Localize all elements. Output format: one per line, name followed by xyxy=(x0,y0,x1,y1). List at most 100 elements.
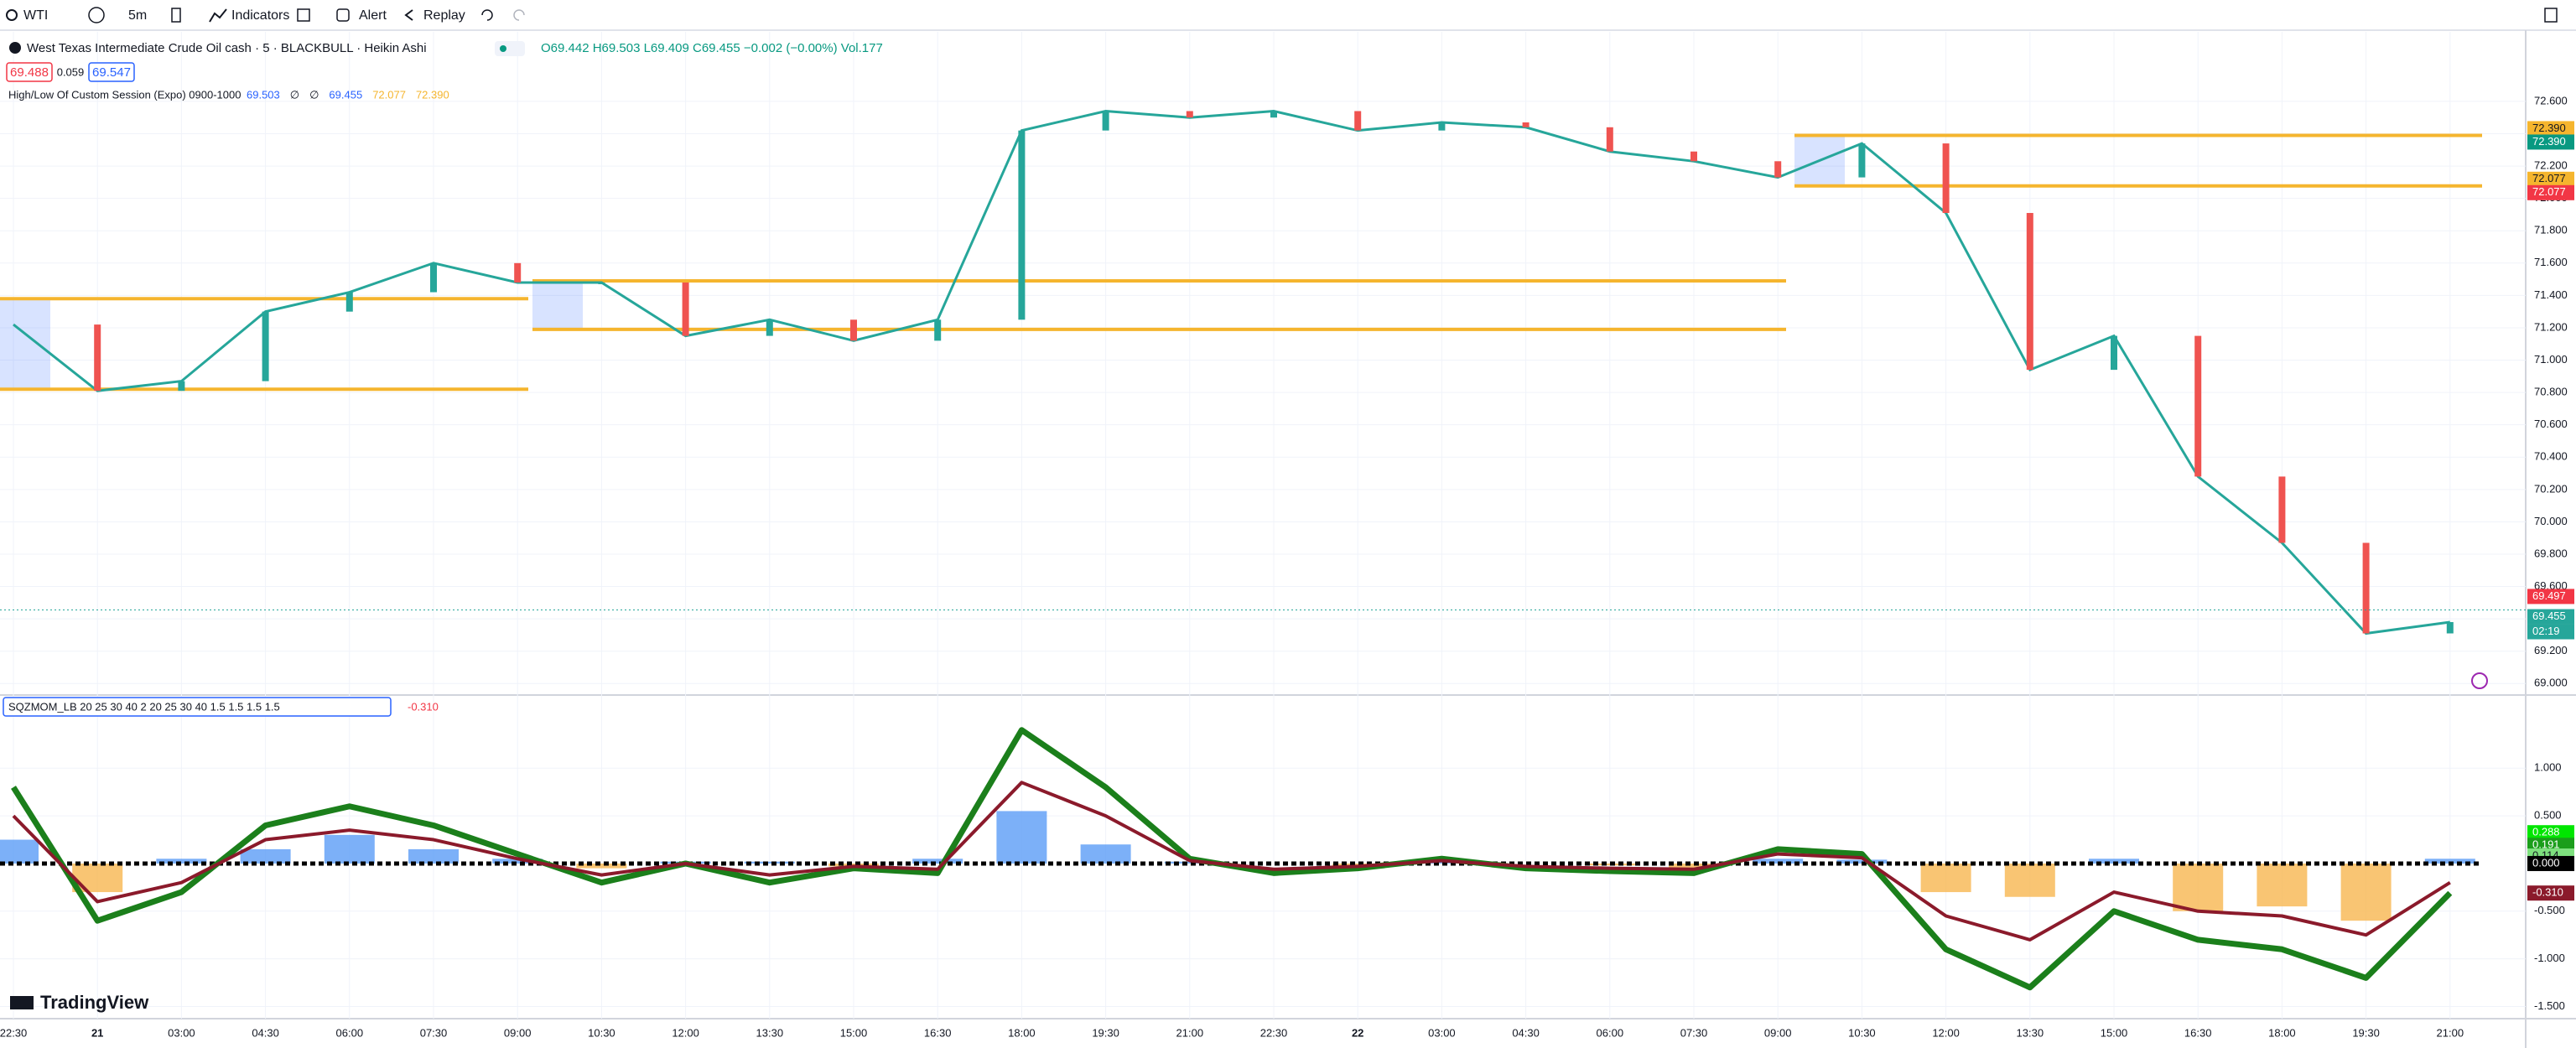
price-badge-label: 72.390 xyxy=(2532,122,2566,134)
momentum-line xyxy=(12,781,2451,942)
bid-box[interactable] xyxy=(6,62,53,82)
momentum-last-value: -0.310 xyxy=(408,700,439,713)
indicators-button[interactable]: Indicators xyxy=(231,8,289,23)
chart-type-button[interactable] xyxy=(171,8,181,23)
price-bar xyxy=(934,319,942,341)
replay-icon[interactable] xyxy=(404,9,413,21)
price-badge xyxy=(2527,609,2574,625)
alert-marker[interactable] xyxy=(2471,672,2488,689)
price-bar xyxy=(178,381,185,392)
market-status xyxy=(500,45,506,52)
x-tick-label: 06:00 xyxy=(336,1026,364,1039)
momentum-bar xyxy=(1416,861,1467,864)
status-badge xyxy=(495,41,525,56)
price-bar xyxy=(1438,122,1446,131)
redo-button[interactable] xyxy=(513,9,525,21)
momentum-bar xyxy=(1080,844,1131,864)
value-badge xyxy=(2527,825,2574,841)
x-tick-label: 10:30 xyxy=(1848,1026,1876,1039)
bid-price: 69.488 xyxy=(10,65,49,80)
price-bar xyxy=(1354,111,1362,131)
undo-button[interactable] xyxy=(481,9,493,21)
price-bar xyxy=(2111,335,2117,371)
momentum-bar xyxy=(912,859,963,864)
price-bar xyxy=(94,324,101,392)
value-badge xyxy=(2527,855,2574,871)
x-tick-label: 07:30 xyxy=(1680,1026,1708,1039)
interval-button[interactable]: 5m xyxy=(128,8,147,23)
momentum-bar xyxy=(2004,863,2055,897)
alert-button[interactable]: Alert xyxy=(359,8,387,23)
price-badge xyxy=(2527,121,2574,137)
search-icon[interactable] xyxy=(6,9,18,21)
price-bar xyxy=(1186,111,1193,118)
momentum-bar xyxy=(744,861,795,864)
price-bar xyxy=(345,292,353,312)
price-badge-label: 69.455 xyxy=(2532,610,2566,622)
x-tick-label: 21:00 xyxy=(1176,1026,1204,1039)
x-tick-label: 13:30 xyxy=(756,1026,784,1039)
indicator-value: 72.077 xyxy=(372,88,406,101)
price-bar xyxy=(2446,621,2454,634)
momentum-bar xyxy=(996,811,1047,864)
momentum-line xyxy=(11,727,2453,991)
price-badge xyxy=(2527,171,2574,187)
price-bar xyxy=(1606,127,1613,152)
y-tick-label: -0.500 xyxy=(2534,904,2565,916)
toolbar xyxy=(0,0,2576,30)
x-tick-label: 12:00 xyxy=(672,1026,699,1039)
x-tick-label: 22:30 xyxy=(1260,1026,1288,1039)
x-tick-label: 19:30 xyxy=(1092,1026,1119,1039)
layout-button[interactable] xyxy=(2544,8,2558,23)
y-tick-label: -1.500 xyxy=(2534,999,2565,1012)
value-badge xyxy=(2527,885,2574,901)
y-tick-label: 70.800 xyxy=(2534,386,2568,398)
chart-title: West Texas Intermediate Crude Oil cash ·… xyxy=(27,41,427,55)
momentum-title: SQZMOM_LB 20 25 30 40 2 20 25 30 40 1.5 … xyxy=(8,700,280,713)
add-symbol[interactable] xyxy=(88,7,105,23)
templates-button[interactable] xyxy=(297,8,310,22)
x-tick-label: 04:30 xyxy=(1512,1026,1540,1039)
y-tick-label: 70.600 xyxy=(2534,418,2568,430)
price-badge xyxy=(2527,589,2574,604)
session-box xyxy=(0,298,50,390)
ask-box[interactable] xyxy=(88,62,135,82)
y-tick-label: 71.200 xyxy=(2534,320,2568,333)
indicators-icon[interactable] xyxy=(209,8,227,23)
y-tick-label: 71.000 xyxy=(2534,353,2568,366)
replay-button[interactable]: Replay xyxy=(423,8,465,23)
indicator-value: 69.503 xyxy=(247,88,280,101)
price-bar xyxy=(262,311,269,381)
price-badge xyxy=(2527,134,2574,150)
momentum-bar xyxy=(2257,863,2308,907)
y-tick-label: 70.200 xyxy=(2534,482,2568,495)
plot-layer xyxy=(0,109,2526,991)
price-bar xyxy=(682,282,689,336)
x-tick-label: 03:00 xyxy=(1428,1026,1456,1039)
alert-icon[interactable] xyxy=(336,8,350,22)
y-tick-label: 0.500 xyxy=(2534,809,2562,822)
countdown-badge xyxy=(2527,624,2574,640)
y-tick-label: 69.600 xyxy=(2534,579,2568,592)
momentum-bar xyxy=(2424,859,2475,864)
value-badge-label: 0.288 xyxy=(2532,826,2560,838)
x-tick-label: 04:30 xyxy=(252,1026,279,1039)
momentum-bar xyxy=(72,863,123,893)
momentum-bar xyxy=(2173,863,2224,911)
momentum-bar xyxy=(1920,863,1971,893)
indicator-value: ∅ xyxy=(290,88,299,101)
momentum-legend-box[interactable] xyxy=(3,697,392,717)
indicator-name: High/Low Of Custom Session (Expo) 0900-1… xyxy=(8,88,241,101)
watermark: TradingView xyxy=(40,992,149,1013)
price-bar xyxy=(2026,213,2033,371)
spread: 0.059 xyxy=(57,65,85,78)
value-badge-label: 0.191 xyxy=(2532,838,2560,851)
symbol-search[interactable]: WTI xyxy=(23,8,48,23)
price-bar xyxy=(2194,335,2202,477)
indicator-value: ∅ xyxy=(309,88,319,101)
price-bar xyxy=(1270,111,1277,118)
y-tick-label: 69.800 xyxy=(2534,547,2568,559)
watermark-logo xyxy=(10,996,34,1009)
